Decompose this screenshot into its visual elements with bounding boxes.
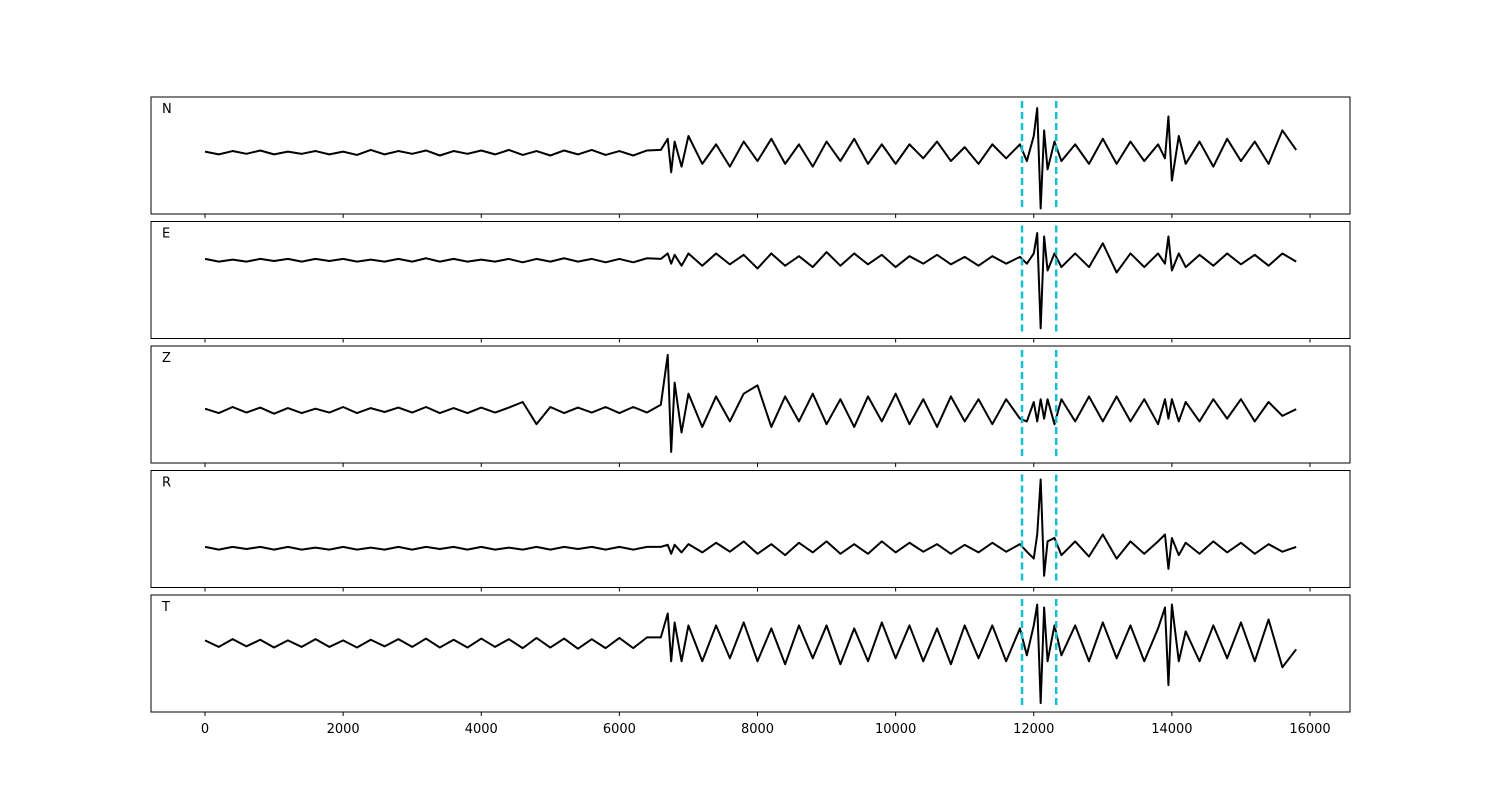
x-tick-label: 8000 (741, 722, 774, 737)
axes-frame (150, 221, 1351, 339)
waveform (204, 603, 1297, 705)
axes-frame (150, 594, 1351, 713)
x-tick-label: 6000 (603, 722, 636, 737)
panel-label: N (162, 102, 172, 117)
axes-frame (150, 345, 1351, 464)
x-tick-label: 14000 (1151, 722, 1192, 737)
panel-label: E (162, 227, 170, 242)
x-tick-label: 2000 (327, 722, 360, 737)
x-tick-label: 4000 (465, 722, 498, 737)
panel-label: Z (162, 351, 171, 366)
axes-frame (150, 96, 1351, 215)
panel-label: R (162, 476, 171, 491)
waveform (204, 232, 1297, 330)
waveform (204, 478, 1297, 577)
x-tick-label: 0 (201, 722, 209, 737)
x-tick-label: 16000 (1289, 722, 1330, 737)
axes-frame (150, 470, 1351, 588)
waveform (204, 353, 1297, 453)
x-tick-label: 10000 (875, 722, 916, 737)
x-tick-label: 12000 (1013, 722, 1054, 737)
panel-label: T (161, 600, 170, 615)
waveform (204, 107, 1298, 210)
